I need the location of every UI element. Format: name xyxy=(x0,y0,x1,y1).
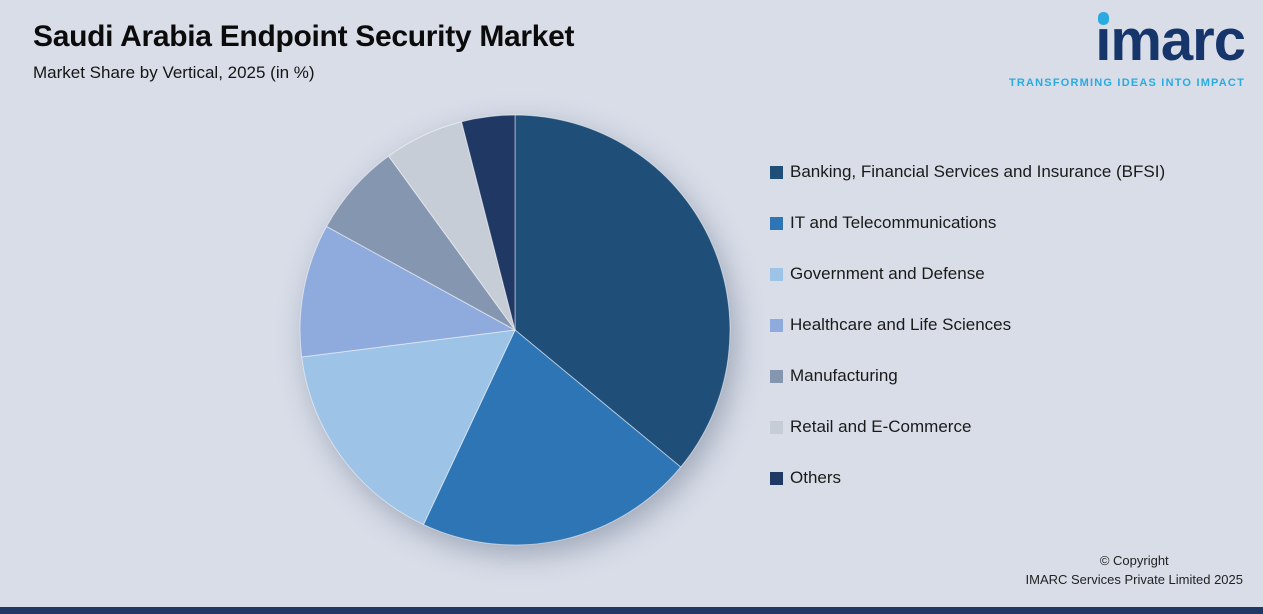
legend-label: IT and Telecommunications xyxy=(790,213,997,232)
legend-swatch xyxy=(770,369,783,383)
chart-header: Saudi Arabia Endpoint Security Market Ma… xyxy=(33,20,575,83)
imarc-logo: ımarc TRANSFORMING IDEAS INTO IMPACT xyxy=(1008,12,1246,90)
legend-label: Government and Defense xyxy=(790,264,985,283)
pie-svg xyxy=(299,114,731,546)
legend-label: Banking, Financial Services and Insuranc… xyxy=(790,162,1166,181)
copyright-line1: © Copyright xyxy=(1099,553,1169,569)
chart-title: Saudi Arabia Endpoint Security Market xyxy=(33,20,575,53)
imarc-logo-word: ımarc xyxy=(1095,12,1246,70)
legend-item-bfsi: Banking, Financial Services and Insuranc… xyxy=(770,162,1165,182)
legend-item-retail-ecommerce: Retail and E-Commerce xyxy=(770,417,1165,437)
pie-slice-2 xyxy=(301,329,516,526)
legend-item-manufacturing: Manufacturing xyxy=(770,366,1165,386)
legend: Banking, Financial Services and Insuranc… xyxy=(770,162,1165,488)
imarc-logo-text: ımarc xyxy=(1095,8,1246,73)
pie-slice-0 xyxy=(514,114,731,468)
legend-label: Manufacturing xyxy=(790,366,898,385)
legend-swatch xyxy=(770,165,783,179)
legend-item-government-defense: Government and Defense xyxy=(770,264,1165,284)
legend-swatch xyxy=(770,420,783,434)
legend-label: Others xyxy=(790,468,842,487)
imarc-logo-tagline: TRANSFORMING IDEAS INTO IMPACT xyxy=(1008,77,1245,89)
pie-slice-3 xyxy=(299,225,517,358)
legend-item-others: Others xyxy=(770,468,1165,488)
legend-swatch xyxy=(770,471,783,485)
legend-swatch xyxy=(770,216,783,230)
pie-chart xyxy=(285,100,745,560)
legend-label: Healthcare and Life Sciences xyxy=(790,315,1012,334)
legend-item-healthcare: Healthcare and Life Sciences xyxy=(770,315,1165,335)
bottom-accent-bar xyxy=(0,607,1263,614)
copyright: © Copyright IMARC Services Private Limit… xyxy=(1026,552,1243,590)
pie-slice-1 xyxy=(422,329,682,546)
legend-swatch xyxy=(770,267,783,281)
copyright-line2: IMARC Services Private Limited 2025 xyxy=(1025,572,1243,588)
chart-subtitle: Market Share by Vertical, 2025 (in %) xyxy=(33,63,315,82)
legend-label: Retail and E-Commerce xyxy=(790,417,972,436)
legend-item-it-telecom: IT and Telecommunications xyxy=(770,213,1165,233)
imarc-logo-dot-icon xyxy=(1098,12,1110,25)
legend-swatch xyxy=(770,318,783,332)
pie-slice-6 xyxy=(460,114,516,331)
